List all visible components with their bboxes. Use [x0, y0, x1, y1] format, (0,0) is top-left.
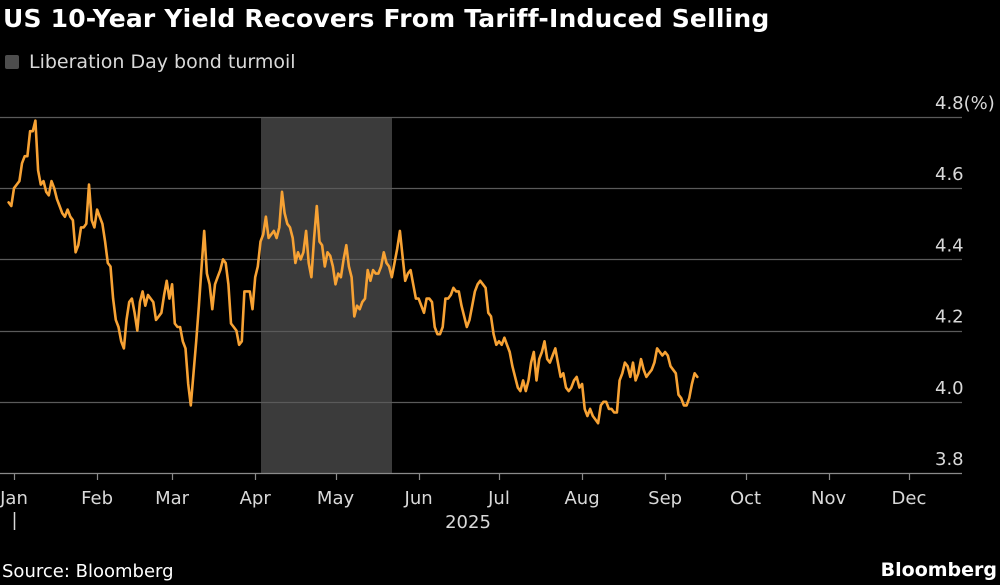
x-tick-label: Sep: [648, 488, 682, 509]
y-tick-label: 4.0: [935, 378, 964, 399]
legend: Liberation Day bond turmoil: [5, 51, 296, 73]
source-note: Source: Bloomberg: [2, 561, 174, 582]
shaded-region: [261, 117, 392, 473]
yield-line: [7, 119, 699, 425]
legend-label: Liberation Day bond turmoil: [29, 51, 296, 73]
x-tick-label: Jul: [487, 488, 510, 509]
y-tick-label: 4.4: [935, 235, 964, 256]
y-tick-label: 4.2: [935, 307, 964, 328]
x-tick-label: Oct: [730, 488, 761, 509]
x-tick-label: Nov: [811, 488, 846, 509]
x-tick-label: Feb: [81, 488, 113, 509]
y-tick-label: 3.8: [935, 449, 964, 470]
legend-swatch: [5, 55, 19, 69]
brand-logo: Bloomberg: [880, 559, 997, 581]
year-label: 2025: [445, 512, 491, 533]
x-tick-label: Apr: [240, 488, 272, 509]
x-tick-label: May: [317, 488, 355, 509]
y-tick-label: 4.6: [935, 164, 964, 185]
x-tick-label: Jan: [0, 488, 28, 509]
x-tick-label: Aug: [564, 488, 599, 509]
x-tick-label: Dec: [892, 488, 927, 509]
y-tick-label: 4.8(%): [935, 93, 995, 114]
chart-title: US 10-Year Yield Recovers From Tariff-In…: [3, 4, 770, 33]
x-tick-label: Jun: [404, 488, 433, 509]
x-tick-label: Mar: [155, 488, 190, 509]
